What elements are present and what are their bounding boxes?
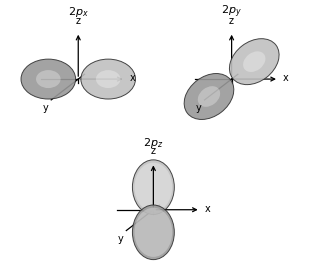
Ellipse shape (36, 70, 61, 88)
Text: $\mathit{2p}_{y}$: $\mathit{2p}_{y}$ (221, 4, 242, 20)
Ellipse shape (198, 86, 220, 107)
Text: z: z (229, 16, 234, 26)
Text: y: y (196, 103, 201, 113)
Text: x: x (283, 73, 289, 83)
Text: y: y (117, 234, 123, 244)
Ellipse shape (184, 73, 234, 120)
Ellipse shape (81, 59, 136, 99)
Ellipse shape (21, 59, 76, 99)
Text: z: z (151, 146, 156, 156)
Ellipse shape (243, 51, 265, 72)
Ellipse shape (132, 205, 174, 260)
Text: z: z (76, 16, 81, 26)
Text: y: y (42, 103, 48, 113)
Ellipse shape (96, 70, 121, 88)
Ellipse shape (135, 163, 172, 212)
Ellipse shape (229, 39, 279, 85)
Text: x: x (130, 73, 136, 83)
Ellipse shape (135, 208, 172, 257)
Text: $\mathit{2p}_{x}$: $\mathit{2p}_{x}$ (68, 5, 89, 19)
Text: $\mathit{2p}_{z}$: $\mathit{2p}_{z}$ (143, 135, 163, 150)
Text: x: x (205, 204, 211, 214)
Ellipse shape (132, 160, 174, 214)
